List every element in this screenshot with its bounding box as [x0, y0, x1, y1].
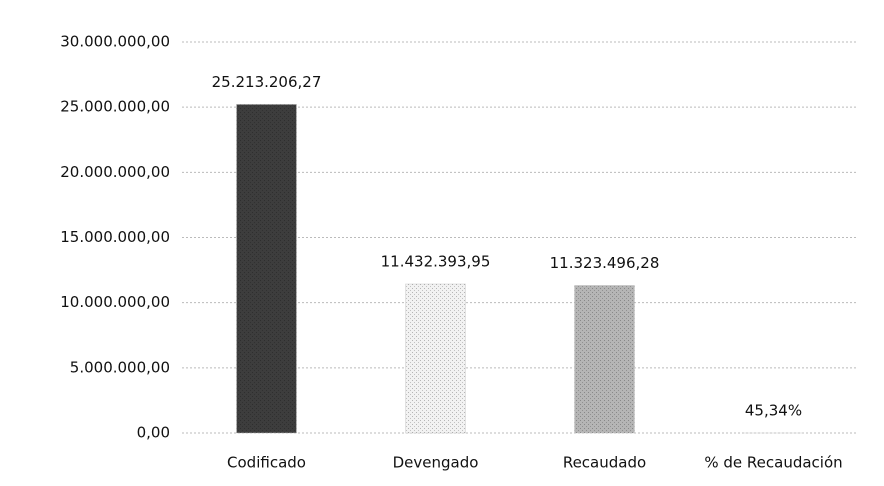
- y-tick-label: 15.000.000,00: [60, 228, 170, 246]
- value-label: 11.432.393,95: [381, 252, 491, 270]
- y-tick-label: 0,00: [137, 424, 170, 442]
- y-tick-label: 10.000.000,00: [60, 293, 170, 311]
- bar-texture: [574, 285, 635, 433]
- y-tick-label: 20.000.000,00: [60, 163, 170, 181]
- x-tick-label: Codificado: [227, 454, 306, 472]
- value-label: 45,34%: [745, 401, 802, 419]
- value-label: 25.213.206,27: [212, 73, 322, 91]
- x-tick-label: Devengado: [393, 454, 479, 472]
- value-label: 11.323.496,28: [550, 254, 660, 272]
- x-tick-label: Recaudado: [563, 454, 646, 472]
- x-tick-label: % de Recaudación: [704, 454, 842, 472]
- y-tick-label: 30.000.000,00: [60, 33, 170, 51]
- y-tick-label: 5.000.000,00: [70, 358, 170, 376]
- bar-texture: [405, 283, 466, 433]
- y-tick-label: 25.000.000,00: [60, 98, 170, 116]
- bar-texture: [236, 104, 297, 433]
